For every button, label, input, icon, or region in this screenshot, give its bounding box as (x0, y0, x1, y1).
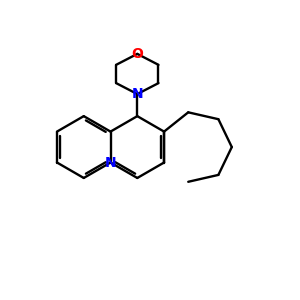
Text: N: N (131, 87, 143, 101)
Text: N: N (105, 155, 116, 170)
Text: O: O (131, 47, 143, 61)
